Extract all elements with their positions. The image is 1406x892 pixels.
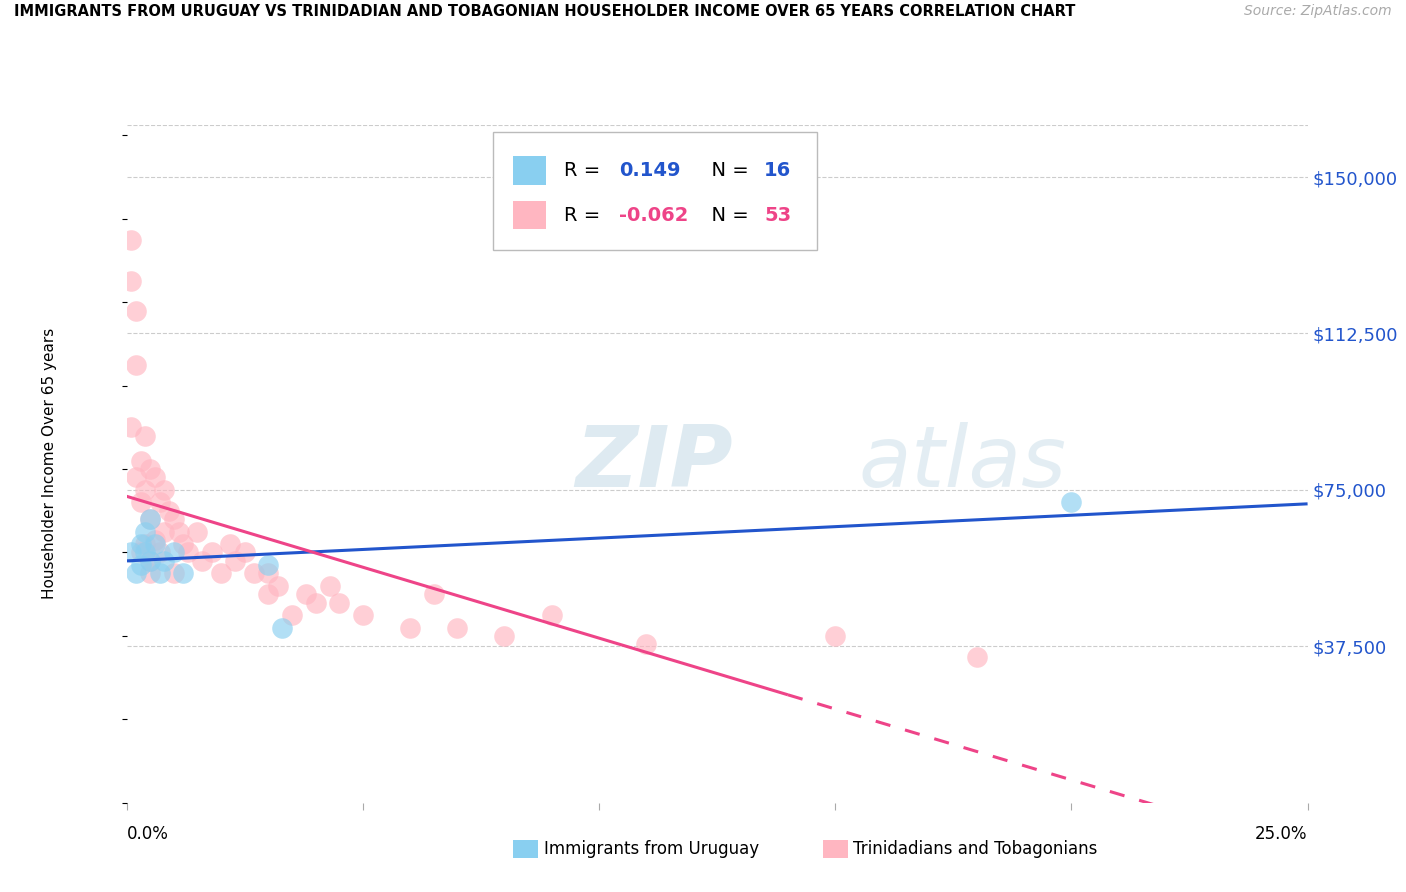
Point <box>172 566 194 581</box>
Point <box>120 545 142 559</box>
Text: N =: N = <box>699 161 762 180</box>
Point <box>233 545 256 559</box>
Point <box>125 470 148 484</box>
Text: -0.062: -0.062 <box>619 205 689 225</box>
Point <box>257 566 280 581</box>
Point <box>267 579 290 593</box>
Point <box>153 483 176 497</box>
Point <box>163 566 186 581</box>
Point <box>134 524 156 539</box>
Text: R =: R = <box>564 205 612 225</box>
Point <box>139 566 162 581</box>
Point <box>328 596 350 610</box>
Point <box>120 420 142 434</box>
Point <box>129 495 152 509</box>
FancyBboxPatch shape <box>492 132 817 251</box>
Point <box>163 512 186 526</box>
Text: 0.0%: 0.0% <box>127 825 169 843</box>
Point <box>540 608 562 623</box>
Point <box>352 608 374 623</box>
Text: ZIP: ZIP <box>575 422 733 506</box>
Text: atlas: atlas <box>859 422 1067 506</box>
Point <box>172 537 194 551</box>
Text: R =: R = <box>564 161 612 180</box>
Point <box>422 587 444 601</box>
Point <box>186 524 208 539</box>
Point <box>153 554 176 568</box>
Point <box>177 545 200 559</box>
Point <box>143 470 166 484</box>
Point <box>139 512 162 526</box>
Point <box>167 524 190 539</box>
Point <box>134 483 156 497</box>
Point <box>143 537 166 551</box>
Point <box>446 621 468 635</box>
Point <box>125 303 148 318</box>
Point <box>966 649 988 664</box>
Text: 53: 53 <box>765 205 792 225</box>
Point <box>129 453 152 467</box>
Point <box>157 504 180 518</box>
Text: N =: N = <box>699 205 762 225</box>
Text: 16: 16 <box>765 161 792 180</box>
Point <box>139 554 162 568</box>
Text: Householder Income Over 65 years: Householder Income Over 65 years <box>42 328 58 599</box>
Text: Trinidadians and Tobagonians: Trinidadians and Tobagonians <box>853 840 1098 858</box>
Point <box>134 428 156 442</box>
Point <box>120 233 142 247</box>
Point <box>139 512 162 526</box>
Point <box>399 621 422 635</box>
Point <box>163 545 186 559</box>
Point <box>153 524 176 539</box>
Point <box>134 545 156 559</box>
Text: Source: ZipAtlas.com: Source: ZipAtlas.com <box>1244 4 1392 19</box>
Point <box>824 629 846 643</box>
Point <box>134 537 156 551</box>
Point <box>219 537 242 551</box>
Point <box>318 579 340 593</box>
Point <box>243 566 266 581</box>
Point <box>139 554 162 568</box>
Text: 25.0%: 25.0% <box>1256 825 1308 843</box>
Bar <box>513 156 546 185</box>
Point <box>120 274 142 288</box>
Point <box>149 566 172 581</box>
Point <box>257 587 280 601</box>
Point <box>257 558 280 572</box>
Text: Immigrants from Uruguay: Immigrants from Uruguay <box>544 840 759 858</box>
Point <box>129 558 152 572</box>
Point <box>271 621 294 635</box>
Point <box>200 545 222 559</box>
Point <box>191 554 214 568</box>
Point <box>149 545 172 559</box>
Point <box>125 566 148 581</box>
Point <box>281 608 304 623</box>
Point <box>129 545 152 559</box>
Point <box>1060 495 1083 509</box>
Point <box>494 629 516 643</box>
Point <box>139 462 162 476</box>
Point <box>636 637 658 651</box>
Point <box>143 533 166 547</box>
Text: IMMIGRANTS FROM URUGUAY VS TRINIDADIAN AND TOBAGONIAN HOUSEHOLDER INCOME OVER 65: IMMIGRANTS FROM URUGUAY VS TRINIDADIAN A… <box>14 4 1076 20</box>
Point <box>149 495 172 509</box>
Point <box>129 537 152 551</box>
Text: 0.149: 0.149 <box>619 161 681 180</box>
Point <box>224 554 246 568</box>
Bar <box>513 201 546 229</box>
Point <box>209 566 232 581</box>
Point <box>304 596 326 610</box>
Point <box>125 358 148 372</box>
Point <box>295 587 318 601</box>
